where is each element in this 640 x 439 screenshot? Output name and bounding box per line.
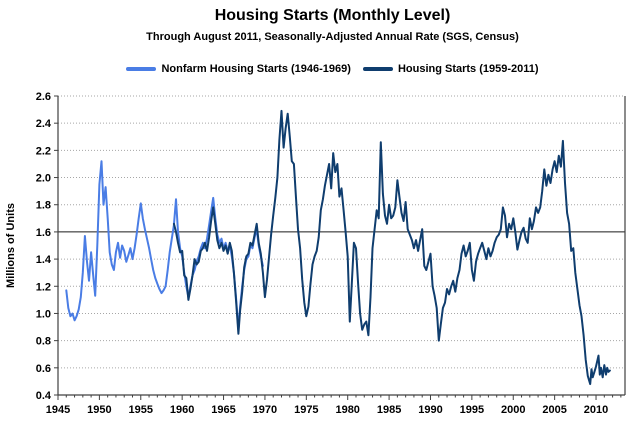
- y-tick-label: 2.2: [36, 145, 51, 157]
- x-tick-label: 1950: [87, 404, 111, 416]
- chart-subtitle: Through August 2011, Seasonally-Adjusted…: [146, 31, 519, 43]
- y-tick-label: 1.6: [36, 227, 51, 239]
- x-tick-label: 1955: [129, 404, 153, 416]
- legend-item-total: Housing Starts (1959-2011): [362, 63, 539, 75]
- x-tick-label: 1975: [294, 404, 318, 416]
- x-tick-label: 1980: [335, 404, 359, 416]
- legend-label-total: Housing Starts (1959-2011): [397, 63, 539, 75]
- y-tick-label: 1.4: [36, 254, 52, 266]
- y-tick-label: 1.0: [36, 308, 51, 320]
- y-tick-label: 1.8: [36, 200, 51, 212]
- x-tick-label: 2010: [584, 404, 608, 416]
- x-tick-label: 1985: [377, 404, 401, 416]
- series-line-total: [172, 109, 611, 386]
- legend-line-swatch-nonfarm-icon: [126, 67, 157, 71]
- y-tick-label: 2.4: [36, 118, 52, 130]
- x-tick-label: 1970: [253, 404, 277, 416]
- legend-line-swatch-total-icon: [362, 67, 393, 71]
- legend-label-nonfarm: Nonfarm Housing Starts (1946-1969): [161, 63, 351, 75]
- y-tick-label: 0.8: [36, 336, 51, 348]
- legend: Nonfarm Housing Starts (1946-1969) Housi…: [40, 63, 625, 75]
- x-tick-label: 1995: [460, 404, 484, 416]
- x-tick-label: 1965: [211, 404, 235, 416]
- y-tick-label: 0.6: [36, 363, 51, 375]
- x-tick-label: 2005: [542, 404, 566, 416]
- x-tick-label: 1960: [170, 404, 194, 416]
- y-tick-label: 0.4: [36, 390, 52, 402]
- x-tick-label: 2000: [501, 404, 525, 416]
- legend-item-nonfarm: Nonfarm Housing Starts (1946-1969): [126, 63, 351, 75]
- chart-title: Housing Starts (Monthly Level): [214, 7, 451, 24]
- series-line-nonfarm: [65, 160, 264, 331]
- x-tick-label: 1990: [418, 404, 442, 416]
- y-tick-label: 1.2: [36, 281, 51, 293]
- y-axis-title: Millions of Units: [5, 203, 17, 288]
- x-tick-label: 1945: [46, 404, 70, 416]
- y-tick-label: 2.6: [36, 91, 51, 103]
- y-tick-label: 2.0: [36, 173, 51, 185]
